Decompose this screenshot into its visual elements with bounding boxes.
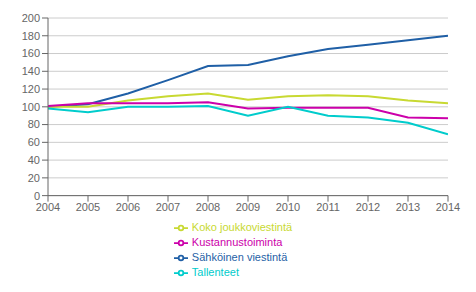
svg-text:100: 100	[22, 101, 40, 113]
svg-text:60: 60	[28, 136, 40, 148]
svg-text:2009: 2009	[236, 201, 260, 213]
svg-text:2007: 2007	[156, 201, 180, 213]
html-text:Kustannustoiminta: Kustannustoiminta	[191, 235, 283, 248]
svg-text:2006: 2006	[116, 201, 140, 213]
html-text:Sähköinen viestintä: Sähköinen viestintä	[191, 250, 288, 263]
svg-text:2013: 2013	[396, 201, 420, 213]
svg-text:2012: 2012	[356, 201, 380, 213]
svg-text:2014: 2014	[436, 201, 460, 213]
svg-text:80: 80	[28, 118, 40, 130]
svg-text:2008: 2008	[196, 201, 220, 213]
svg-text:2011: 2011	[316, 201, 340, 213]
svg-text:200: 200	[22, 12, 40, 24]
svg-text:2005: 2005	[76, 201, 100, 213]
svg-text:120: 120	[22, 83, 40, 95]
html-text:Tallenteet: Tallenteet	[191, 265, 239, 278]
svg-text:2004: 2004	[36, 201, 60, 213]
svg-text:0: 0	[34, 190, 40, 202]
svg-text:140: 140	[22, 65, 40, 77]
svg-text:20: 20	[28, 172, 40, 184]
html-text:Koko joukkoviestintä: Koko joukkoviestintä	[191, 220, 293, 233]
svg-text:180: 180	[22, 30, 40, 42]
svg-text:2010: 2010	[276, 201, 300, 213]
svg-text:160: 160	[22, 47, 40, 59]
svg-text:40: 40	[28, 154, 40, 166]
